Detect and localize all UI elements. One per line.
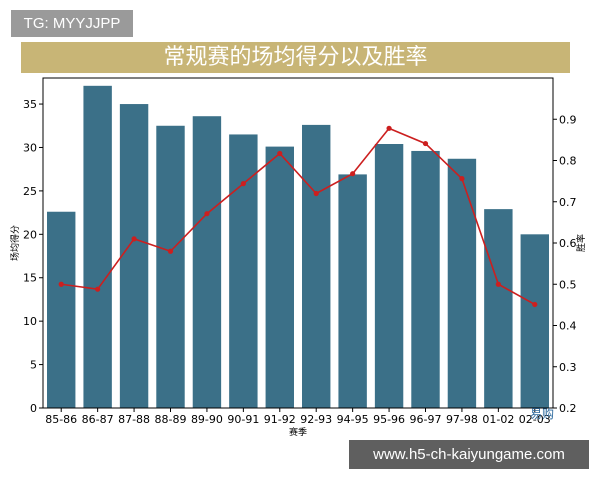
x-axis-tick-label: 89-90: [191, 413, 223, 426]
win-rate-line: [61, 127, 536, 306]
x-axis-tick-label: 95-96: [373, 413, 405, 426]
win-rate-point: [495, 281, 501, 287]
win-rate-point: [313, 190, 319, 197]
win-rate-point: [386, 125, 392, 131]
right-axis-tick-label: 0.8: [559, 155, 577, 168]
left-axis-tick-label: 20: [23, 228, 37, 241]
chart-title: 常规赛的场均得分以及胜率: [21, 42, 570, 73]
win-rate-point: [95, 286, 101, 292]
bar: [229, 134, 258, 408]
x-axis-tick-label: 97-98: [446, 413, 478, 426]
x-axis-tick-label: 01-02: [482, 413, 514, 426]
win-rate-point: [240, 181, 246, 187]
win-rate-point: [167, 248, 174, 254]
win-rate-point: [350, 171, 356, 177]
right-axis-tick-label: 0.4: [559, 320, 577, 333]
bar: [265, 146, 294, 408]
left-axis-tick-label: 35: [23, 98, 37, 111]
win-rate-point: [422, 140, 429, 147]
x-axis-tick-label: 90-91: [227, 413, 259, 426]
bar: [47, 211, 76, 408]
bar: [411, 150, 440, 408]
bar: [338, 174, 367, 408]
x-axis-tick-label: 02-03: [519, 413, 551, 426]
bar: [484, 209, 513, 408]
win-rate-point: [204, 211, 210, 217]
x-axis-tick-label: 87-88: [118, 413, 150, 426]
right-axis-tick-label: 0.2: [559, 402, 577, 415]
bar: [83, 85, 112, 408]
left-axis-tick-label: 5: [30, 359, 37, 372]
left-axis-tick-label: 25: [23, 185, 37, 198]
win-rate-point: [277, 150, 283, 157]
x-axis-tick-label: 85-86: [45, 413, 77, 426]
right-axis-tick-label: 0.7: [559, 196, 577, 209]
bar: [119, 104, 149, 408]
x-axis-tick-label: 88-89: [155, 413, 187, 426]
right-axis-tick-label: 0.6: [559, 237, 577, 250]
left-axis-tick-label: 10: [23, 315, 37, 328]
right-axis-tick-label: 0.5: [559, 278, 577, 291]
x-axis-tick-label: 96-97: [410, 413, 442, 426]
left-axis-tick-label: 15: [23, 272, 37, 285]
x-axis-title: 赛季: [289, 426, 307, 438]
win-rate-point: [532, 301, 538, 308]
bar: [302, 124, 331, 408]
watermark-logo: 易购: [530, 407, 555, 421]
x-axis-tick-label: 92-93: [300, 413, 332, 426]
right-axis-tick-label: 0.3: [559, 361, 577, 374]
left-axis-title: 场均得分: [9, 225, 21, 261]
bar: [156, 125, 185, 409]
x-axis-tick-label: 94-95: [337, 413, 369, 426]
x-axis-tick-label: 86-87: [82, 413, 114, 426]
bar: [374, 144, 404, 408]
left-axis-tick-label: 30: [23, 141, 37, 154]
win-rate-point: [131, 236, 137, 242]
left-axis-tick-label: 0: [30, 402, 37, 415]
right-axis-tick-label: 0.9: [559, 113, 577, 126]
bar: [520, 234, 549, 408]
win-rate-point: [58, 281, 64, 287]
right-axis-title: 胜率: [575, 234, 587, 252]
plot-frame: [42, 77, 554, 409]
win-rate-point: [459, 176, 465, 182]
x-axis-tick-label: 91-92: [264, 413, 296, 426]
bar: [192, 116, 222, 409]
watermark-url: www.h5-ch-kaiyungame.com: [349, 440, 589, 469]
bar: [447, 158, 477, 408]
channel-tag: TG: MYYJJPP: [11, 10, 133, 37]
